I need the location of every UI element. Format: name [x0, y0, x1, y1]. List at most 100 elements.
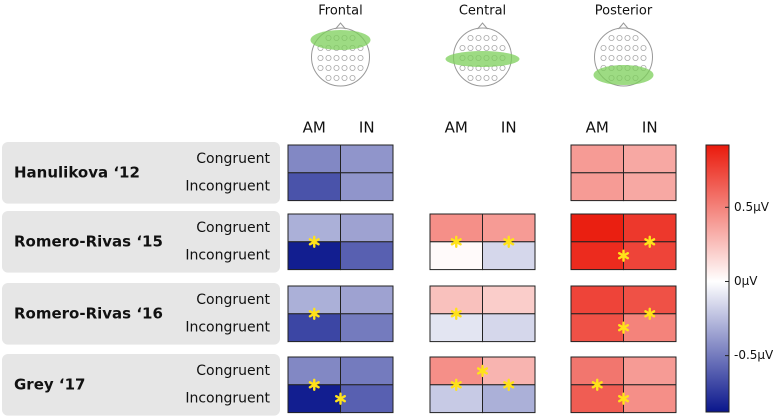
star-stroke	[308, 381, 320, 389]
heat-cell	[570, 313, 624, 343]
row-label: Incongruent	[185, 391, 270, 407]
heat-cell	[623, 384, 677, 414]
head-nose	[618, 22, 629, 30]
electrode	[475, 45, 482, 52]
electrode	[467, 35, 474, 42]
study-name: Hanulikova ‘12	[14, 163, 140, 181]
heat-cell	[429, 356, 483, 386]
heat-cell	[340, 144, 394, 174]
column-label: AM	[586, 119, 609, 137]
star-stroke	[503, 238, 515, 246]
row-label: Congruent	[196, 363, 270, 379]
electrode	[333, 65, 340, 72]
electrode	[624, 55, 631, 62]
region-title: Posterior	[595, 4, 653, 19]
head-nose	[477, 22, 488, 30]
significance-star	[450, 235, 462, 249]
heat-cell	[340, 241, 394, 271]
study-panel	[2, 211, 280, 273]
electrode	[491, 45, 498, 52]
column-label: AM	[445, 119, 468, 137]
region-title: Frontal	[318, 4, 362, 19]
heat-cell	[623, 172, 677, 202]
heat-cell	[340, 285, 394, 315]
region-highlight	[445, 51, 520, 67]
column-label: AM	[303, 119, 326, 137]
heat-cell	[570, 285, 624, 315]
electrode	[632, 35, 639, 42]
heat-cell	[340, 384, 394, 414]
significance-star	[450, 307, 462, 320]
significance-star	[334, 392, 347, 405]
heat-cell	[570, 213, 624, 243]
heat-cell	[340, 313, 394, 343]
star-stroke	[450, 238, 462, 246]
region-highlight	[310, 30, 371, 50]
electrode	[357, 55, 364, 62]
study-name: Grey ‘17	[14, 375, 85, 393]
electrode	[341, 75, 348, 82]
star-stroke	[450, 381, 462, 389]
column-label: IN	[359, 119, 375, 137]
heat-cell	[570, 172, 624, 202]
electrode	[608, 45, 615, 52]
significance-star	[617, 392, 630, 405]
significance-star	[308, 235, 320, 249]
electrode	[483, 35, 490, 42]
star-stroke	[617, 251, 630, 260]
column-label: IN	[501, 119, 517, 137]
electrode	[357, 65, 364, 72]
star-stroke	[308, 310, 320, 318]
electrode	[491, 35, 498, 42]
row-label: Congruent	[196, 220, 270, 236]
head-outline	[594, 27, 653, 87]
electrode	[483, 75, 490, 82]
electrode	[317, 65, 324, 72]
electrode	[333, 75, 340, 82]
significance-star	[503, 235, 515, 249]
star-stroke	[644, 310, 656, 318]
electrode	[499, 45, 506, 52]
colorbar-tick-label: 0µV	[734, 274, 758, 288]
colorbar-tick-label: -0.5µV	[734, 348, 773, 362]
significance-star	[591, 378, 603, 391]
study-panel	[2, 142, 280, 204]
star-stroke	[476, 367, 489, 375]
row-label: Congruent	[196, 151, 270, 167]
significance-star	[644, 307, 656, 320]
study-name: Romero-Rivas ‘16	[14, 304, 163, 322]
electrode	[632, 55, 639, 62]
electrode	[467, 75, 474, 82]
significance-star	[450, 378, 462, 391]
electrode	[632, 45, 639, 52]
head-icon	[310, 22, 371, 87]
electrode	[616, 35, 623, 42]
electrode	[608, 55, 615, 62]
star-stroke	[503, 381, 515, 389]
region-title: Central	[459, 4, 506, 19]
heat-cell	[623, 144, 677, 174]
significance-star	[503, 378, 515, 391]
electrode	[333, 55, 340, 62]
electrode	[616, 55, 623, 62]
star-stroke	[591, 381, 603, 389]
significance-star	[308, 378, 320, 391]
electrode	[341, 55, 348, 62]
star-stroke	[617, 324, 630, 332]
heat-cell	[340, 356, 394, 386]
region-highlight	[593, 65, 654, 85]
electrode	[616, 45, 623, 52]
electrode	[325, 75, 332, 82]
study-name: Romero-Rivas ‘15	[14, 232, 163, 250]
heat-cell	[623, 356, 677, 386]
significance-star	[617, 321, 630, 334]
star-stroke	[617, 395, 630, 403]
star-stroke	[334, 395, 347, 403]
significance-star	[644, 235, 656, 249]
electrode	[608, 35, 615, 42]
electrode	[317, 55, 324, 62]
colorbar-tick-label: 0.5µV	[734, 200, 770, 214]
electrode	[475, 35, 482, 42]
study-panel	[2, 354, 280, 416]
